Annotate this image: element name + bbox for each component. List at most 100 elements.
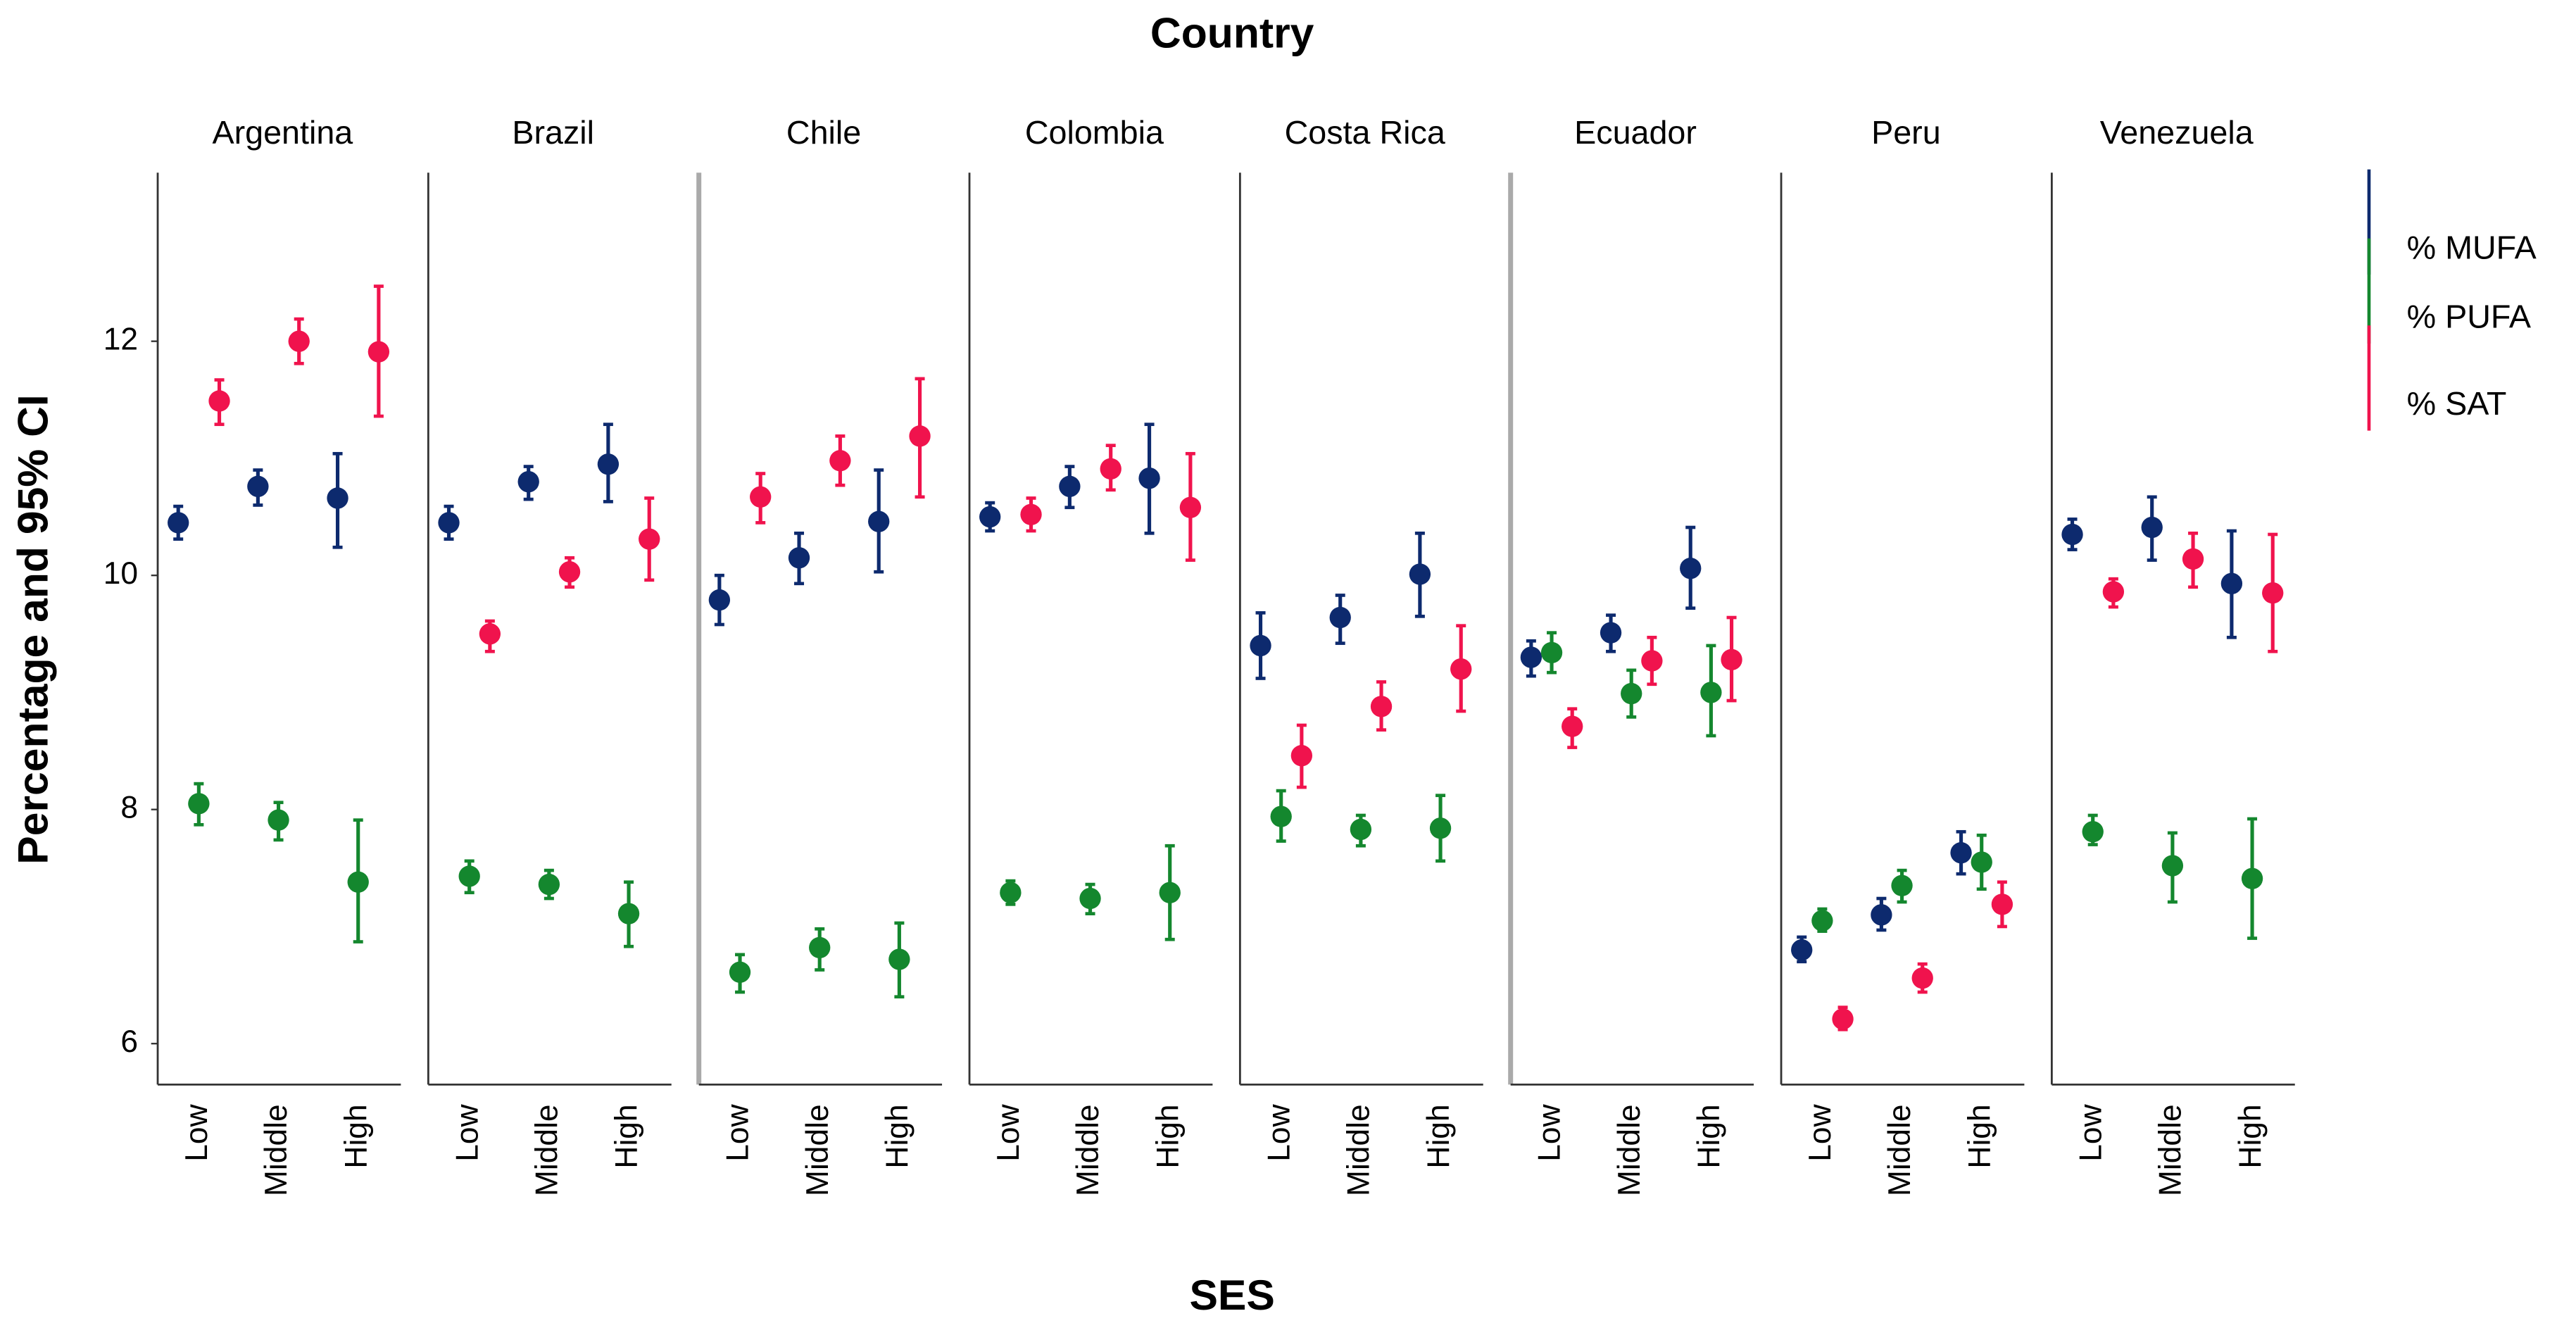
point	[1000, 882, 1022, 903]
y-tick-label: 8	[120, 790, 138, 824]
point	[1621, 682, 1642, 705]
point	[1871, 904, 1892, 926]
point	[888, 948, 910, 970]
point	[479, 623, 501, 645]
x-tick-label: Low	[991, 1103, 1026, 1161]
point	[1059, 475, 1081, 497]
point	[2241, 867, 2263, 889]
point	[2220, 572, 2243, 594]
facet-label: Argentina	[213, 114, 353, 151]
point	[2141, 516, 2163, 539]
legend-label: % SAT	[2407, 385, 2507, 422]
x-tick-label: Low	[721, 1103, 755, 1161]
x-tick-label: Middle	[1342, 1104, 1376, 1196]
point	[1891, 874, 1913, 896]
x-tick-label: High	[2233, 1104, 2268, 1168]
point	[1329, 606, 1351, 629]
point	[558, 561, 581, 583]
y-tick-label: 6	[120, 1024, 138, 1059]
point	[1450, 658, 1472, 680]
x-tick-label: High	[1962, 1104, 1997, 1168]
point	[909, 425, 931, 447]
point	[1270, 805, 1292, 827]
facet-label: Peru	[1871, 114, 1941, 151]
point	[367, 341, 390, 363]
y-tick-label: 10	[103, 556, 138, 591]
point	[1971, 851, 1992, 873]
x-tick-label: Middle	[2154, 1104, 2188, 1196]
x-tick-label: High	[1150, 1104, 1185, 1168]
x-tick-label: Middle	[530, 1104, 565, 1196]
x-tick-label: Middle	[1612, 1104, 1647, 1196]
legend-label: % MUFA	[2407, 229, 2537, 265]
y-tick-label: 12	[103, 322, 138, 356]
point	[1520, 646, 1543, 668]
point	[247, 475, 269, 497]
facet-label: Colombia	[1025, 114, 1164, 151]
point	[327, 487, 348, 509]
x-tick-label: High	[880, 1104, 915, 1168]
point	[2082, 821, 2104, 843]
y-axis-label: Percentage and 95% CI	[8, 394, 56, 865]
point	[458, 865, 480, 887]
legend-label: % PUFA	[2407, 298, 2532, 334]
facet-label: Chile	[786, 114, 861, 151]
x-tick-label: Low	[1262, 1103, 1296, 1161]
point	[1350, 818, 1372, 841]
x-tick-label: Low	[1803, 1103, 1837, 1161]
point	[347, 871, 369, 893]
x-tick-label: Low	[180, 1103, 214, 1161]
point	[1950, 842, 1972, 864]
point	[2161, 855, 2184, 877]
point	[788, 547, 810, 569]
point	[1641, 650, 1663, 672]
point	[168, 512, 189, 534]
x-tick-label: Middle	[259, 1104, 294, 1196]
x-tick-label: High	[1421, 1104, 1456, 1168]
point	[1409, 563, 1431, 585]
point	[208, 390, 230, 412]
x-tick-label: Low	[2073, 1103, 2108, 1161]
point	[2182, 548, 2204, 570]
point	[1811, 910, 1833, 932]
point	[829, 450, 851, 472]
point	[1832, 1008, 1854, 1030]
x-tick-label: High	[1692, 1104, 1726, 1168]
x-axis-label: SES	[1189, 1271, 1274, 1319]
point	[2102, 581, 2125, 603]
point	[979, 506, 1001, 528]
point	[868, 510, 890, 532]
facet-label: Ecuador	[1574, 114, 1697, 151]
point	[188, 793, 210, 815]
facet-label: Venezuela	[2100, 114, 2254, 151]
point	[1429, 817, 1452, 839]
point	[809, 936, 831, 959]
point	[597, 453, 620, 475]
point	[708, 589, 731, 611]
point	[1079, 887, 1101, 910]
point	[1159, 882, 1181, 903]
chart-title: Country	[1150, 9, 1314, 57]
point	[2061, 523, 2083, 546]
point	[517, 471, 539, 493]
x-tick-label: High	[339, 1104, 373, 1168]
point	[1250, 634, 1271, 657]
point	[1020, 503, 1042, 525]
point	[750, 486, 772, 508]
x-tick-label: Middle	[1883, 1104, 1917, 1196]
point	[1680, 558, 1702, 579]
point	[1911, 967, 1933, 989]
point	[639, 528, 660, 550]
point	[268, 809, 289, 831]
point	[1290, 745, 1313, 767]
point	[1370, 696, 1393, 717]
x-tick-label: Middle	[1071, 1104, 1105, 1196]
facet-label: Costa Rica	[1285, 114, 1445, 151]
point	[1562, 715, 1583, 737]
point	[288, 330, 310, 352]
x-tick-label: Middle	[800, 1104, 835, 1196]
x-tick-label: Low	[450, 1103, 484, 1161]
x-tick-label: Low	[1533, 1103, 1567, 1161]
